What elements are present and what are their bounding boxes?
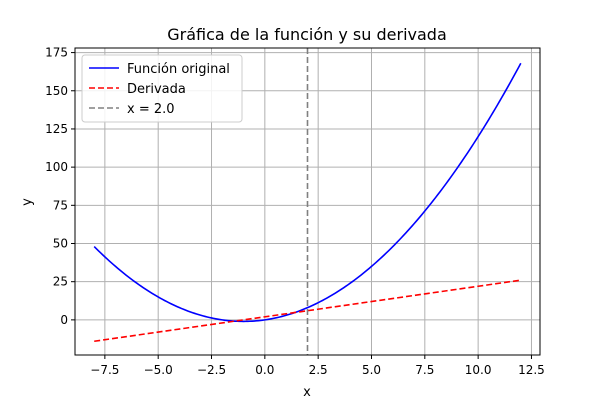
y-tick-label: 25: [53, 275, 68, 289]
legend-box: [81, 54, 243, 123]
x-tick-label: 7.5: [415, 363, 434, 377]
x-axis-label: x: [303, 385, 311, 400]
legend: Función original Derivada x = 2.0: [81, 54, 243, 123]
legend-label: Derivada: [127, 82, 186, 97]
plot-frame: [74, 47, 541, 356]
x-tick-label: −7.5: [90, 363, 119, 377]
y-tick-label: 125: [45, 122, 68, 136]
legend-label: x = 2.0: [127, 102, 175, 117]
y-tick-label: 0: [60, 313, 68, 327]
ticks: −7.5 −5.0 −2.5 0.0 2.5 5.0 7.5 10.0 12.5 0 25 50 75 1…: [45, 46, 545, 377]
series-layer: [93, 48, 522, 355]
x-tick-label: −2.5: [197, 363, 226, 377]
y-tick-label: 50: [53, 237, 68, 251]
chart-title: Gráfica de la función y su derivada: [167, 25, 447, 44]
y-tick-label: 175: [45, 46, 68, 60]
x-tick-label: 5.0: [362, 363, 381, 377]
x-tick-label: 0.0: [255, 363, 274, 377]
y-tick-label: 75: [53, 198, 68, 212]
series-line-funcion-original: [93, 62, 522, 323]
x-tick-label: −5.0: [144, 363, 173, 377]
y-axis-label: y: [20, 198, 35, 206]
y-tick-label: 150: [45, 84, 68, 98]
x-tick-label: 10.0: [465, 363, 492, 377]
x-tick-label: 12.5: [518, 363, 545, 377]
legend-label: Función original: [127, 62, 230, 77]
y-tick-label: 100: [45, 160, 68, 174]
x-tick-label: 2.5: [309, 363, 328, 377]
